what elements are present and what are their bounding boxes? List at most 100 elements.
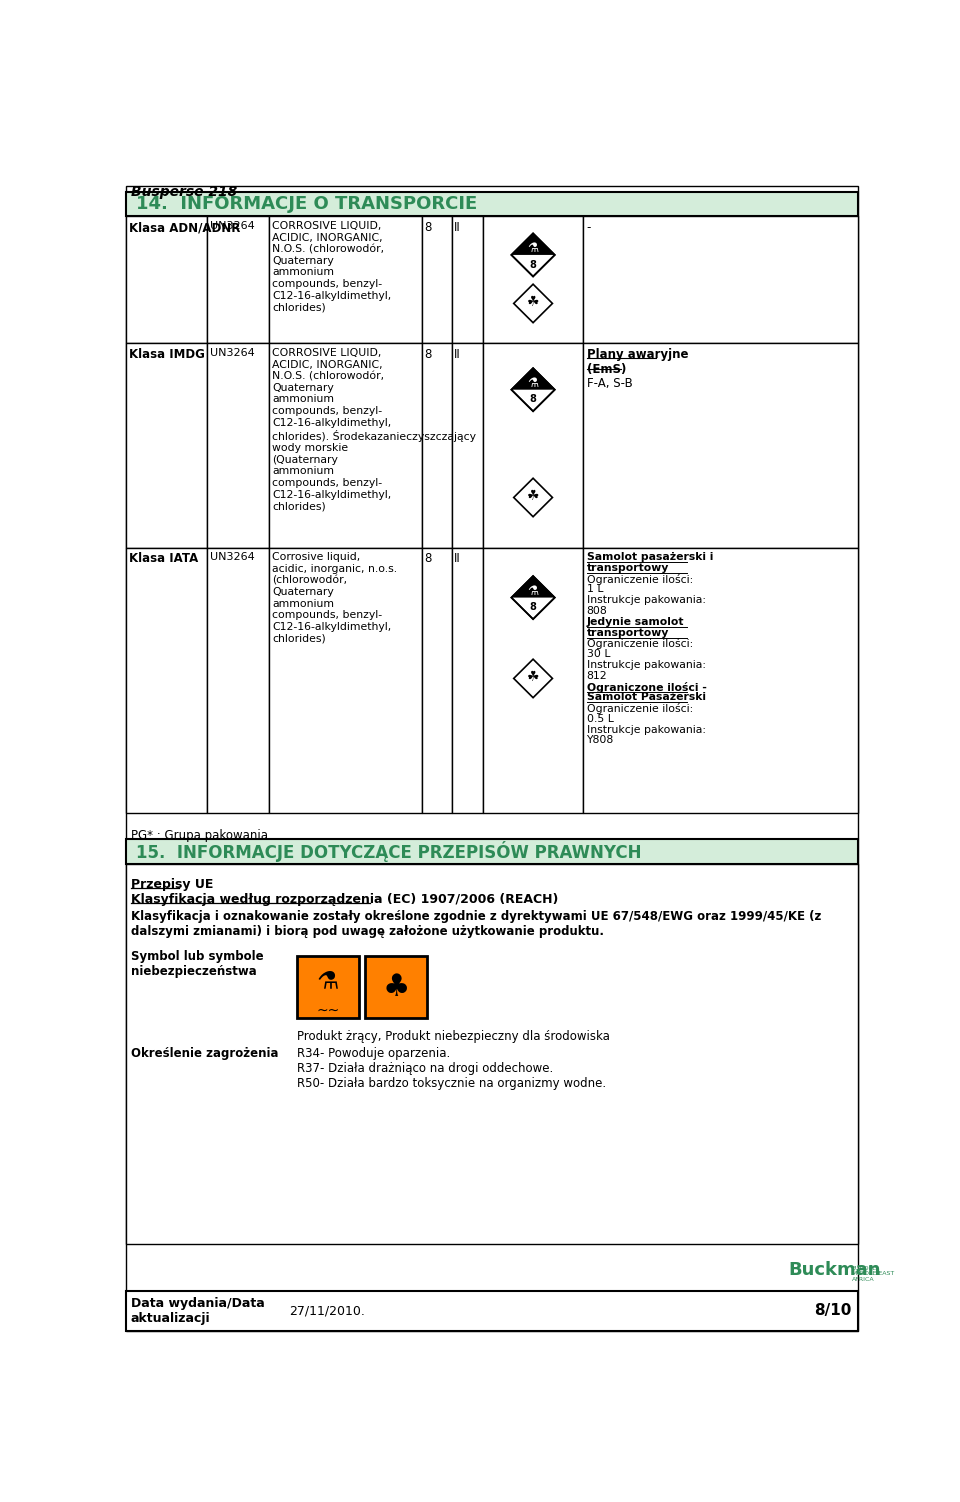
Text: Buckman: Buckman	[788, 1262, 880, 1280]
Text: 8: 8	[424, 348, 432, 360]
Bar	[365, 957, 427, 1018]
Bar	[584, 216, 858, 344]
Bar	[126, 344, 206, 548]
Text: ♣: ♣	[382, 973, 410, 1002]
Polygon shape	[514, 478, 552, 517]
Bar	[584, 344, 858, 548]
Text: Określenie zagrożenia: Określenie zagrożenia	[131, 1047, 278, 1060]
Text: Przepisy UE: Przepisy UE	[131, 877, 213, 891]
Bar	[126, 216, 206, 344]
Text: Ograniczenie ilości:: Ograniczenie ilości:	[587, 574, 693, 584]
Text: Corrosive liquid,
acidic, inorganic, n.o.s.
(chlorowodór,
Quaternary
ammonium
co: Corrosive liquid, acidic, inorganic, n.o…	[272, 553, 397, 643]
Text: 0.5 L: 0.5 L	[587, 713, 613, 724]
Polygon shape	[512, 368, 555, 389]
Text: II: II	[454, 221, 461, 234]
Text: ☘: ☘	[527, 488, 540, 503]
Polygon shape	[512, 368, 555, 412]
Text: Jedynie samolot: Jedynie samolot	[587, 617, 684, 626]
Bar	[483, 216, 584, 344]
Text: Instrukcje pakowania:: Instrukcje pakowania:	[587, 659, 706, 670]
Text: ⚗: ⚗	[527, 377, 539, 389]
Bar	[584, 548, 858, 813]
Bar	[269, 344, 422, 548]
Text: UN3264: UN3264	[210, 221, 254, 231]
Polygon shape	[512, 577, 555, 598]
Text: ⚗: ⚗	[527, 584, 539, 598]
Bar	[126, 840, 858, 864]
Text: transportowy: transportowy	[587, 628, 669, 638]
Text: 8: 8	[424, 553, 432, 565]
Polygon shape	[514, 659, 552, 698]
Bar	[422, 548, 452, 813]
Polygon shape	[514, 284, 552, 323]
Text: transportowy: transportowy	[587, 563, 669, 572]
Text: Samolot Pasażerski: Samolot Pasażerski	[587, 692, 706, 703]
Text: CORROSIVE LIQUID,
ACIDIC, INORGANIC,
N.O.S. (chlorowodór,
Quaternary
ammonium
co: CORROSIVE LIQUID, ACIDIC, INORGANIC, N.O…	[272, 221, 391, 312]
Text: Klasa IMDG: Klasa IMDG	[130, 348, 205, 360]
Text: 8: 8	[530, 395, 537, 404]
Text: 27/11/2010.: 27/11/2010.	[289, 1304, 365, 1317]
Text: 14.  INFORMACJE O TRANSPORCIE: 14. INFORMACJE O TRANSPORCIE	[135, 195, 477, 213]
Text: 8/10: 8/10	[814, 1304, 852, 1319]
Text: 808: 808	[587, 605, 608, 616]
Bar	[126, 192, 858, 216]
Bar	[206, 548, 269, 813]
Bar	[269, 548, 422, 813]
Text: Klasa IATA: Klasa IATA	[130, 553, 199, 565]
Bar	[483, 344, 584, 548]
Text: II: II	[454, 348, 461, 360]
Polygon shape	[512, 233, 555, 255]
Polygon shape	[512, 233, 555, 276]
Text: Ograniczone ilości -: Ograniczone ilości -	[587, 682, 707, 692]
Bar	[452, 548, 483, 813]
Bar	[126, 548, 206, 813]
Text: UN3264: UN3264	[210, 348, 254, 357]
Text: CORROSIVE LIQUID,
ACIDIC, INORGANIC,
N.O.S. (chlorowodór,
Quaternary
ammonium
co: CORROSIVE LIQUID, ACIDIC, INORGANIC, N.O…	[272, 348, 476, 511]
Text: II: II	[454, 553, 461, 565]
Bar	[206, 344, 269, 548]
Bar	[126, 864, 858, 1244]
Text: ⚗: ⚗	[317, 969, 339, 993]
Text: Instrukcje pakowania:: Instrukcje pakowania:	[587, 724, 706, 734]
Text: Symbol lub symbole
niebezpieczeństwa: Symbol lub symbole niebezpieczeństwa	[131, 951, 263, 978]
Text: F-A, S-B: F-A, S-B	[587, 377, 633, 391]
Text: 1 L: 1 L	[587, 584, 603, 595]
Text: Ograniczenie ilości:: Ograniczenie ilości:	[587, 638, 693, 649]
Text: 8: 8	[424, 221, 432, 234]
Text: R34- Powoduje oparzenia.
R37- Działa drażniąco na drogi oddechowe.
R50- Działa b: R34- Powoduje oparzenia. R37- Działa dra…	[297, 1047, 606, 1090]
Text: 30 L: 30 L	[587, 649, 610, 659]
Text: 15.  INFORMACJE DOTYCZĄCE PRZEPISÓW PRAWNYCH: 15. INFORMACJE DOTYCZĄCE PRZEPISÓW PRAWN…	[135, 841, 641, 862]
Text: Instrukcje pakowania:: Instrukcje pakowania:	[587, 595, 706, 605]
Text: Klasa ADN/ADNR: Klasa ADN/ADNR	[130, 221, 241, 234]
Text: ☘: ☘	[527, 294, 540, 308]
Polygon shape	[512, 577, 555, 619]
Text: Produkt żrący, Produkt niebezpieczny dla środowiska: Produkt żrący, Produkt niebezpieczny dla…	[297, 1030, 610, 1044]
Bar	[126, 1290, 858, 1331]
Text: Y808: Y808	[587, 736, 613, 745]
Text: Plany awaryjne
(EmS): Plany awaryjne (EmS)	[587, 348, 688, 376]
Text: ⚗: ⚗	[527, 242, 539, 255]
Bar	[206, 216, 269, 344]
Text: EUROPE
MIDDLE EAST
AFRICA: EUROPE MIDDLE EAST AFRICA	[852, 1266, 894, 1283]
Bar	[422, 216, 452, 344]
Bar	[422, 344, 452, 548]
Text: Samolot pasażerski i: Samolot pasażerski i	[587, 553, 713, 562]
Text: Data wydania/Data
aktualizacji: Data wydania/Data aktualizacji	[131, 1296, 265, 1325]
Text: ☘: ☘	[527, 670, 540, 683]
Text: 8: 8	[530, 602, 537, 613]
Text: 8: 8	[530, 260, 537, 270]
Text: Ograniczenie ilości:: Ograniczenie ilości:	[587, 703, 693, 713]
Bar	[452, 216, 483, 344]
Bar	[269, 216, 422, 344]
Text: Klasyfikacja według rozporządzenia (EC) 1907/2006 (REACH): Klasyfikacja według rozporządzenia (EC) …	[131, 894, 558, 906]
Text: PG* : Grupa pakowania: PG* : Grupa pakowania	[131, 829, 268, 841]
Text: Busperse 218: Busperse 218	[131, 185, 237, 198]
Bar	[452, 344, 483, 548]
Text: ~~: ~~	[316, 1003, 339, 1017]
Text: Klasyfikacja i oznakowanie zostały określone zgodnie z dyrektywami UE 67/548/EWG: Klasyfikacja i oznakowanie zostały okreś…	[131, 910, 821, 939]
Bar	[297, 957, 359, 1018]
Text: 812: 812	[587, 671, 607, 680]
Text: UN3264: UN3264	[210, 553, 254, 562]
Text: -: -	[587, 221, 591, 234]
Bar	[483, 548, 584, 813]
